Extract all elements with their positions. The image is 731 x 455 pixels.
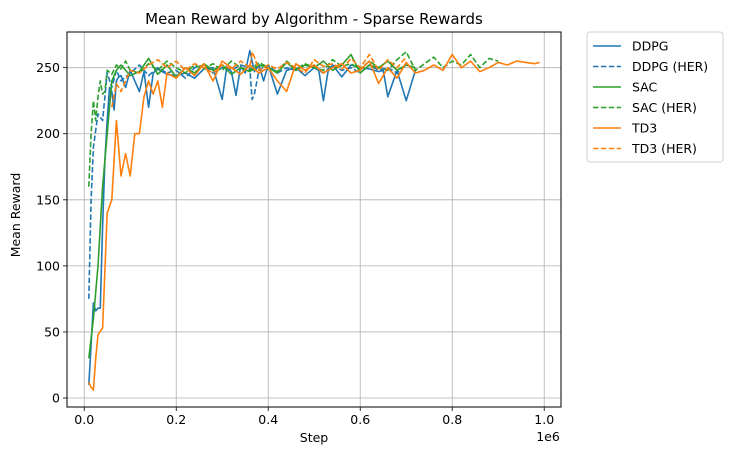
- series-line-4: [88, 53, 540, 391]
- x-axis-offset-label: 1e6: [536, 429, 560, 444]
- x-tick-label: 0.0: [74, 412, 94, 427]
- legend: DDPG DDPG (HER) SAC SAC (HER) TD3 TD3 (HER): [586, 31, 724, 163]
- x-tick-label: 1.0: [534, 412, 554, 427]
- grid: [67, 32, 561, 407]
- x-axis-label: Step: [300, 430, 329, 445]
- y-tick-label: 250: [36, 60, 60, 75]
- y-tick-label: 100: [36, 258, 60, 273]
- legend-label: SAC (HER): [632, 100, 697, 115]
- y-axis-ticks: 0 50 100 150 200 250: [36, 60, 67, 406]
- legend-frame: [586, 31, 724, 163]
- x-tick-label: 0.6: [350, 412, 370, 427]
- plot-frame: [66, 31, 562, 408]
- legend-label: DDPG (HER): [632, 59, 708, 74]
- series-line-5: [111, 50, 407, 108]
- x-axis-ticks: 0.0 0.2 0.4 0.6 0.8 1.0: [74, 407, 554, 427]
- y-axis-label: Mean Reward: [8, 173, 23, 258]
- chart-title: Mean Reward by Algorithm - Sparse Reward…: [145, 10, 483, 28]
- legend-label: TD3: [631, 121, 657, 136]
- legend-label: TD3 (HER): [631, 141, 697, 156]
- legend-label: DDPG: [632, 39, 668, 54]
- x-tick-label: 0.8: [442, 412, 462, 427]
- y-tick-label: 200: [36, 126, 60, 141]
- plot-lines: [88, 49, 540, 391]
- x-tick-label: 0.2: [166, 412, 186, 427]
- y-tick-label: 150: [36, 192, 60, 207]
- y-tick-label: 50: [44, 324, 60, 339]
- x-tick-label: 0.4: [258, 412, 278, 427]
- series-line-3: [88, 50, 499, 187]
- legend-label: SAC: [632, 80, 657, 95]
- y-tick-label: 0: [52, 391, 60, 406]
